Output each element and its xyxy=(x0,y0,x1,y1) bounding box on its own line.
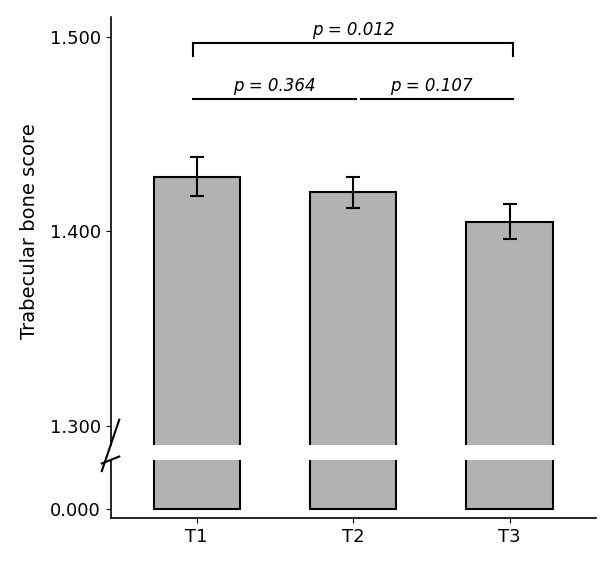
Text: p = 0.107: p = 0.107 xyxy=(390,77,473,95)
Bar xyxy=(467,222,553,576)
Bar xyxy=(310,192,396,576)
Bar xyxy=(467,0,553,509)
Bar xyxy=(154,177,239,576)
Bar xyxy=(154,0,239,509)
Y-axis label: Trabecular bone score: Trabecular bone score xyxy=(20,123,39,339)
Bar xyxy=(310,0,396,509)
Text: p = 0.364: p = 0.364 xyxy=(233,77,316,95)
Text: p = 0.012: p = 0.012 xyxy=(312,21,394,39)
